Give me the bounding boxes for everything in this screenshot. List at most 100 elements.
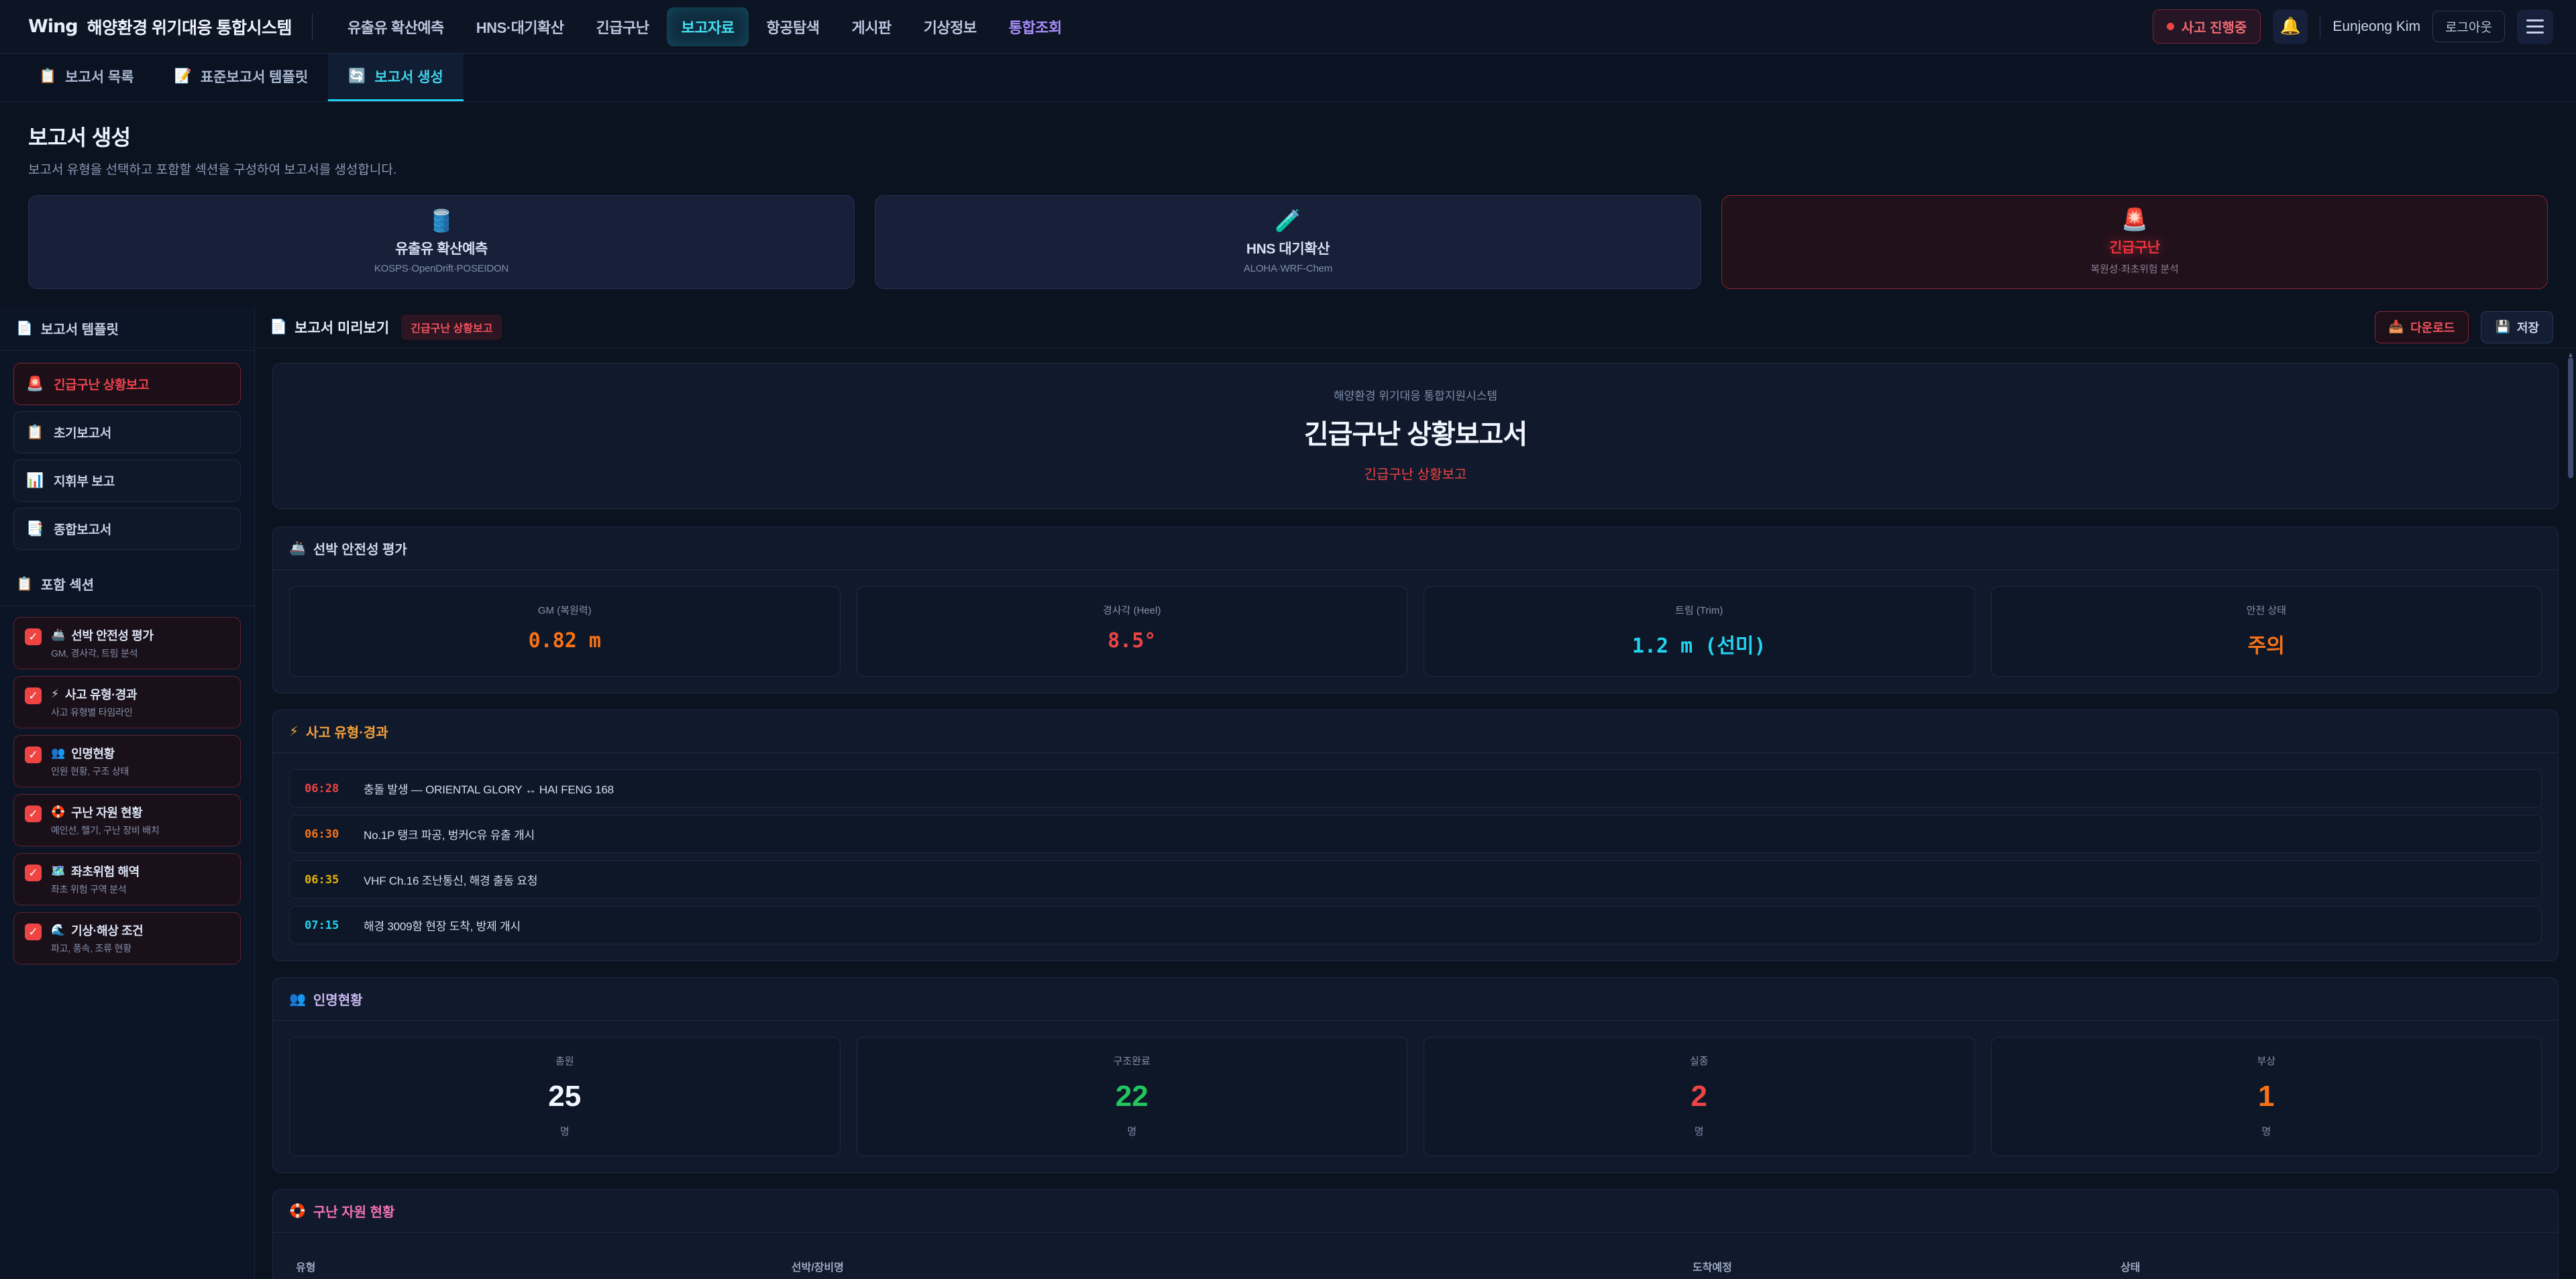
metric-unit: 명 bbox=[2261, 1126, 2271, 1137]
report-type-icon: 🚨 bbox=[2121, 207, 2148, 231]
nav-link-1[interactable]: HNS·대기확산 bbox=[476, 19, 564, 36]
page-title: 보고서 생성 bbox=[28, 125, 131, 150]
panel-resources-header: 🛟 구난 자원 현황 bbox=[273, 1190, 2558, 1233]
people-icon: 👥 bbox=[289, 992, 306, 1007]
section-item-1[interactable]: ✓ ⚡ 사고 유형·경과 사고 유형별 타임라인 bbox=[13, 676, 241, 728]
document-title: 긴급구난 상황보고서 bbox=[1303, 420, 1527, 449]
section-item-5[interactable]: ✓ 🌊 기상·해상 조건 파고, 풍속, 조류 현황 bbox=[13, 912, 241, 964]
timeline-time: 06:30 bbox=[305, 827, 339, 841]
preview-toolbar: 📄 보고서 미리보기 긴급구난 상황보고 📥 다운로드 💾 저장 bbox=[255, 307, 2576, 348]
section-item-4[interactable]: ✓ 🗺️ 좌초위험 해역 좌초 위험 구역 분석 bbox=[13, 853, 241, 905]
brand[interactable]: Wing 해양환경 위기대응 통합시스템 bbox=[28, 15, 292, 39]
resources-column-header-1: 선박/장비명 bbox=[784, 1249, 1686, 1279]
sidebar-template-item-2[interactable]: 📊 지휘부 보고 bbox=[13, 459, 241, 502]
notification-bell-button[interactable]: 🔔 bbox=[2273, 9, 2308, 44]
section-checkbox[interactable]: ✓ bbox=[25, 924, 42, 940]
report-type-card-0[interactable]: 🛢️ 유출유 확산예측 KOSPS·OpenDrift·POSEIDON bbox=[28, 195, 855, 289]
save-button-label: 저장 bbox=[2516, 321, 2539, 335]
section-desc: GM, 경사각, 트림 분석 bbox=[51, 648, 138, 659]
preview-document-icon: 📄 bbox=[270, 319, 288, 335]
timeline-text: No.1P 탱크 파공, 벙커C유 유출 개시 bbox=[364, 829, 535, 842]
panel-resources-body: 유형 선박/장비명 도착예정 상태 bbox=[273, 1233, 2558, 1279]
casualty-metric-0: 총원 25 명 bbox=[289, 1037, 841, 1156]
download-icon: 📥 bbox=[2388, 320, 2404, 333]
timeline-text: VHF Ch.16 조난통신, 해경 출동 요청 bbox=[364, 875, 538, 887]
logout-button[interactable]: 로그아웃 bbox=[2432, 11, 2505, 42]
section-title: 사고 유형·경과 bbox=[64, 688, 138, 702]
tab-0[interactable]: 📋 보고서 목록 bbox=[19, 54, 154, 101]
metric-unit: 명 bbox=[1694, 1126, 1704, 1137]
section-item-0[interactable]: ✓ 🚢 선박 안전성 평가 GM, 경사각, 트림 분석 bbox=[13, 617, 241, 669]
main-content: 📄 보고서 미리보기 긴급구난 상황보고 📥 다운로드 💾 저장 해양환경 위기… bbox=[255, 307, 2576, 1279]
section-desc: 인원 현황, 구조 상태 bbox=[51, 766, 129, 777]
sidebar: 📄 보고서 템플릿 🚨 긴급구난 상황보고 📋 초기보고서 📊 지휘부 보고 📑 종합보고서 … bbox=[0, 307, 255, 1279]
nav-link-2[interactable]: 긴급구난 bbox=[596, 19, 649, 36]
ship_safety-metric-0: GM (복원력) 0.82 m bbox=[289, 586, 841, 677]
section-icon: 🛟 bbox=[51, 805, 66, 818]
timeline-time: 07:15 bbox=[305, 918, 339, 932]
sidebar-template-item-0[interactable]: 🚨 긴급구난 상황보고 bbox=[13, 363, 241, 405]
sidebar-template-item-1[interactable]: 📋 초기보고서 bbox=[13, 411, 241, 453]
page-header: 보고서 생성 보고서 유형을 선택하고 포함할 섹션을 구성하여 보고서를 생성… bbox=[0, 102, 2576, 191]
section-icon: 🗺️ bbox=[51, 865, 66, 877]
nav-link-6[interactable]: 기상정보 bbox=[923, 19, 977, 36]
panel-casualty-title: 인명현황 bbox=[313, 993, 363, 1008]
report-type-card-1[interactable]: 🧪 HNS 대기확산 ALOHA·WRF-Chem bbox=[875, 195, 1701, 289]
template-icon: 📑 bbox=[26, 520, 44, 537]
report-type-name: 긴급구난 bbox=[2109, 240, 2160, 256]
panel-accident-body: 06:28 충돌 발생 — ORIENTAL GLORY ↔ HAI FENG 1… bbox=[273, 753, 2558, 960]
template-label: 긴급구난 상황보고 bbox=[54, 378, 150, 392]
nav-link-4[interactable]: 항공탐색 bbox=[766, 19, 820, 36]
timeline-row-1: 06:30 No.1P 탱크 파공, 벙커C유 유출 개시 bbox=[289, 815, 2542, 853]
ship_safety-metric-1: 경사각 (Heel) 8.5° bbox=[856, 586, 1407, 677]
section-icon: 🌊 bbox=[51, 924, 66, 936]
hamburger-menu-icon[interactable] bbox=[2517, 9, 2553, 44]
casualty-metric-1: 구조완료 22 명 bbox=[856, 1037, 1407, 1156]
download-button[interactable]: 📥 다운로드 bbox=[2374, 311, 2469, 343]
timeline-text: 충돌 발생 — ORIENTAL GLORY ↔ HAI FENG 168 bbox=[364, 783, 614, 796]
preview-scroll-area[interactable]: 해양환경 위기대응 통합지원시스템 긴급구난 상황보고서 긴급구난 상황보고 🚢… bbox=[255, 348, 2576, 1279]
section-icon: 🚢 bbox=[51, 628, 66, 641]
nav-link-5[interactable]: 게시판 bbox=[851, 19, 892, 36]
section-icon: 👥 bbox=[51, 746, 66, 759]
section-title: 기상·해상 조건 bbox=[71, 924, 144, 938]
metric-value: 1 bbox=[2258, 1080, 2275, 1113]
tab-1[interactable]: 📝 표준보고서 템플릿 bbox=[154, 54, 329, 101]
status-badge-incident-active: 사고 진행중 bbox=[2152, 9, 2261, 44]
scrollbar-thumb[interactable] bbox=[2568, 357, 2573, 478]
section-checkbox[interactable]: ✓ bbox=[25, 865, 42, 881]
report-type-name: HNS 대기확산 bbox=[1246, 241, 1330, 257]
section-checkbox[interactable]: ✓ bbox=[25, 687, 42, 704]
section-checkbox[interactable]: ✓ bbox=[25, 746, 42, 763]
section-title: 구난 자원 현황 bbox=[71, 806, 143, 820]
section-item-3[interactable]: ✓ 🛟 구난 자원 현황 예인선, 헬기, 구난 장비 배치 bbox=[13, 794, 241, 846]
section-checkbox[interactable]: ✓ bbox=[25, 805, 42, 822]
nav-link-7[interactable]: 통합조회 bbox=[1008, 19, 1062, 36]
timeline-list: 06:28 충돌 발생 — ORIENTAL GLORY ↔ HAI FENG 1… bbox=[289, 769, 2542, 944]
document-kind: 긴급구난 상황보고 bbox=[1364, 467, 1467, 482]
template-label: 초기보고서 bbox=[54, 427, 111, 441]
preview-scrollbar[interactable]: ▲ ▼ bbox=[2567, 352, 2574, 1279]
metric-unit: 명 bbox=[559, 1126, 570, 1137]
nav-link-3[interactable]: 보고자료 bbox=[666, 7, 749, 46]
report-type-card-2[interactable]: 🚨 긴급구난 복원성·좌초위험 분석 bbox=[1721, 195, 2548, 289]
report-type-icon: 🧪 bbox=[1275, 209, 1301, 233]
template-icon: 📋 bbox=[26, 424, 44, 440]
timeline-text: 해경 3009함 현장 도착, 방제 개시 bbox=[364, 920, 521, 933]
report-type-name: 유출유 확산예측 bbox=[395, 241, 488, 257]
document-system-name: 해양환경 위기대응 통합지원시스템 bbox=[1333, 390, 1498, 402]
resources-table-header-row: 유형 선박/장비명 도착예정 상태 bbox=[289, 1249, 2542, 1279]
scroll-up-arrow-icon[interactable]: ▲ bbox=[2567, 351, 2574, 359]
preview-title: 보고서 미리보기 bbox=[294, 320, 390, 336]
save-button[interactable]: 💾 저장 bbox=[2481, 311, 2553, 343]
panel-accident-header: ⚡ 사고 유형·경과 bbox=[273, 710, 2558, 753]
nav-divider bbox=[312, 13, 313, 40]
metric-value: 0.82 m bbox=[528, 629, 601, 653]
resources-column-header-3: 상태 bbox=[2113, 1249, 2542, 1279]
section-item-2[interactable]: ✓ 👥 인명현황 인원 현황, 구조 상태 bbox=[13, 735, 241, 787]
download-button-label: 다운로드 bbox=[2410, 321, 2455, 335]
tab-2[interactable]: 🔄 보고서 생성 bbox=[328, 54, 464, 101]
nav-link-0[interactable]: 유출유 확산예측 bbox=[347, 19, 444, 36]
section-checkbox[interactable]: ✓ bbox=[25, 628, 42, 645]
sidebar-template-item-3[interactable]: 📑 종합보고서 bbox=[13, 508, 241, 550]
